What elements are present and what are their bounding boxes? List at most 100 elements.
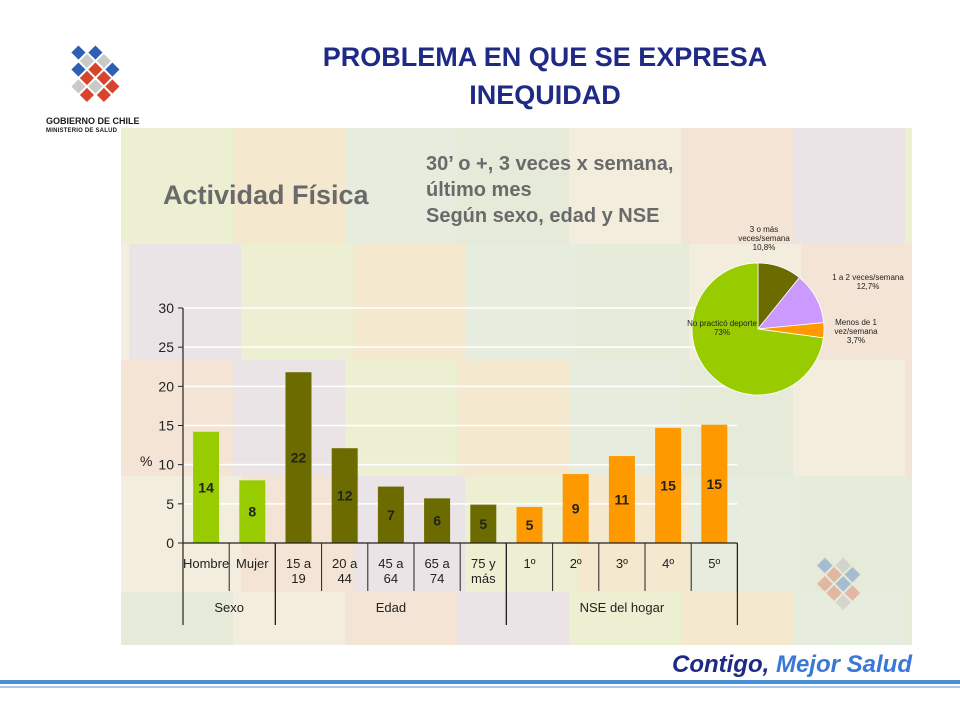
x-tick-label: 5º [708, 556, 720, 571]
x-tick-label: más [471, 571, 496, 586]
bar [377, 486, 404, 543]
background-tile [121, 128, 233, 244]
x-axis-table: Hombre Mujer 15 a19 20 a44 45 a64 65 a74 75 ym… [182, 542, 739, 625]
group-label: NSE del hogar [580, 600, 665, 615]
logo-mosaic-icon [71, 45, 120, 103]
logo-title: GOBIERNO DE CHILE [46, 116, 140, 126]
bar [655, 427, 682, 543]
bar [608, 456, 635, 543]
background-tile [793, 360, 905, 476]
slide-title: PROBLEMA EN QUE SE EXPRESA INEQUIDAD [230, 38, 860, 114]
slogan-part2: Mejor Salud [775, 651, 912, 678]
background-tile [121, 592, 233, 645]
background-tile [129, 476, 241, 592]
background-tile [345, 128, 457, 244]
bar [516, 506, 543, 543]
bar [285, 372, 312, 543]
bar-value-label: 9 [572, 501, 580, 517]
group-label: Edad [376, 600, 406, 615]
bar-value-label: 5 [526, 517, 534, 533]
bar-value-label: 11 [614, 492, 629, 508]
background-tile [905, 360, 912, 476]
pie-slice-label: 1 a 2 veces/semana [832, 273, 904, 282]
background-tile [681, 128, 793, 244]
bar-value-label: 7 [387, 507, 395, 523]
background-tile [345, 592, 457, 645]
bar-value-label: 8 [248, 504, 256, 520]
slogan-part1: Contigo, [671, 651, 770, 678]
bar [193, 431, 220, 543]
y-tick-label: 15 [158, 418, 174, 434]
background-tile [569, 592, 681, 645]
gridlines [183, 307, 738, 505]
background-tile [457, 360, 569, 476]
chart-subtitle-line: 30’ o +, 3 veces x semana, [426, 153, 673, 175]
background-tile [241, 244, 353, 360]
background-tile [233, 128, 345, 244]
bar [331, 448, 358, 543]
pie-slice-label: 3 o más [750, 225, 778, 234]
y-axis: 0 5 10 15 20 25 30 [158, 300, 184, 551]
background-tile [353, 244, 465, 360]
y-tick-label: 10 [158, 457, 174, 473]
chart-subtitle: 30’ o +, 3 veces x semana, último mes Segú… [426, 153, 673, 227]
group-label: Sexo [214, 600, 244, 615]
pie-slice-label: 12,7% [857, 282, 880, 291]
background-tile [457, 592, 569, 645]
x-tick-label: 75 y [471, 556, 496, 571]
bar-value-label: 14 [198, 479, 214, 495]
slogan: Contigo, Mejor Salud [672, 651, 912, 679]
pie-slice-label: veces/semana [738, 234, 790, 243]
bar-series: 14 8 22 12 7 6 5 5 9 11 15 15 [193, 372, 728, 543]
background-tile [345, 360, 457, 476]
background-tile [233, 592, 345, 645]
y-tick-label: 25 [158, 339, 174, 355]
bar-value-label: 15 [660, 477, 676, 493]
background-tile [457, 128, 569, 244]
pie-slice-label: Menos de 1 [835, 318, 877, 327]
x-tick-label: Hombre [183, 556, 229, 571]
x-tick-label: 64 [384, 571, 398, 586]
x-tick-label: 19 [291, 571, 305, 586]
footer-rule [0, 680, 960, 684]
pie-slice-label: vez/semana [834, 327, 878, 336]
bar-value-label: 22 [291, 450, 307, 466]
background-tile [577, 244, 689, 360]
y-tick-label: 30 [158, 300, 174, 316]
x-tick-label: 4º [662, 556, 674, 571]
chart-subtitle-line: último mes [426, 179, 532, 201]
background-tile [129, 244, 241, 360]
bar-value-label: 15 [707, 476, 723, 492]
pie-slice-label: 73% [714, 328, 730, 337]
watermark-logo [817, 557, 861, 611]
x-tick-label: 65 a [424, 556, 450, 571]
logo-text: GOBIERNO DE CHILE MINISTERIO DE SALUD [46, 116, 140, 136]
bar [470, 504, 497, 543]
x-tick-label: 15 a [286, 556, 312, 571]
pie-slice [691, 262, 824, 396]
x-tick-label: 3º [616, 556, 628, 571]
chart-subtitle-line: Según sexo, edad y NSE [426, 205, 659, 227]
pie-slice-label: 3,7% [847, 336, 865, 345]
bar [239, 480, 266, 543]
y-axis-label: % [140, 453, 152, 469]
background-tile [801, 476, 912, 592]
background-tile [905, 592, 912, 645]
x-tick-label: 45 a [378, 556, 404, 571]
y-tick-label: 5 [166, 496, 174, 512]
x-tick-label: 20 a [332, 556, 358, 571]
slide-title-line1: PROBLEMA EN QUE SE EXPRESA [322, 42, 768, 72]
bar-value-label: 6 [433, 513, 441, 529]
chart-panel: Actividad Física 30’ o +, 3 veces x sema… [121, 128, 912, 645]
footer-rule-light [0, 686, 960, 688]
x-tick-label: 2º [570, 556, 582, 571]
x-tick-label: 74 [430, 571, 444, 586]
x-tick-label: Mujer [236, 556, 269, 571]
bar [424, 498, 451, 543]
y-tick-label: 20 [158, 378, 174, 394]
gobierno-logo [40, 40, 150, 150]
slide-title-line2: INEQUIDAD [469, 80, 621, 110]
bar [701, 424, 728, 543]
background-tile [465, 244, 577, 360]
